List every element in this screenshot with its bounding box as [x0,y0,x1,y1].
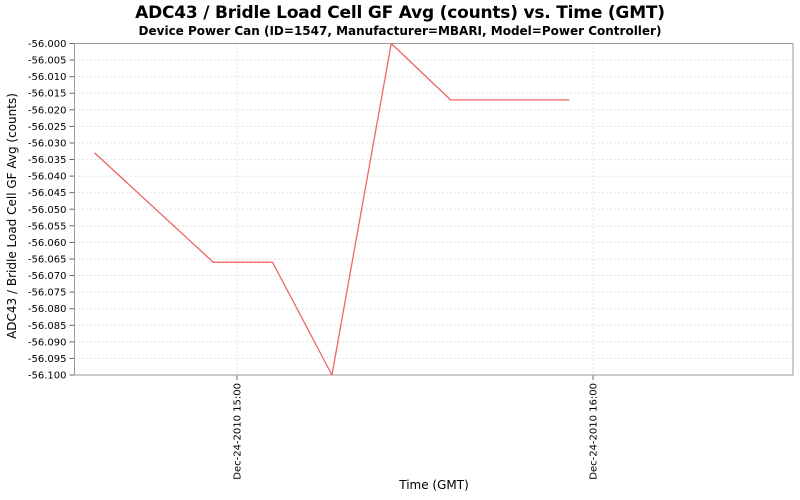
y-tick-label: -56.005 [28,56,67,67]
y-tick-label: -56.085 [28,321,67,332]
y-tick-label: -56.070 [28,271,67,282]
y-tick-label: -56.095 [28,354,67,365]
y-tick-label: -56.065 [28,254,67,265]
y-tick-label: -56.055 [28,221,67,232]
x-tick-label: Dec-24-2010 16:00 [589,383,600,480]
y-tick-label: -56.025 [28,122,67,133]
y-tick-label: -56.090 [28,337,67,348]
y-tick-label: -56.045 [28,188,67,199]
chart-title: ADC43 / Bridle Load Cell GF Avg (counts)… [135,3,665,23]
y-tick-label: -56.060 [28,238,67,249]
y-tick-label: -56.050 [28,205,67,216]
y-tick-label: -56.080 [28,304,67,315]
y-tick-label: -56.015 [28,89,67,100]
series-line [94,42,570,376]
y-tick-label: -56.030 [28,138,67,149]
y-tick-label: -56.040 [28,172,67,183]
y-tick-label: -56.000 [28,39,67,50]
x-axis-title: Time (GMT) [399,478,469,492]
y-tick-label: -56.010 [28,72,67,83]
plot-border [74,43,794,376]
y-tick-label: -56.100 [28,371,67,382]
y-tick-label: -56.020 [28,105,67,116]
y-tick-label: -56.035 [28,155,67,166]
x-tick-label: Dec-24-2010 15:00 [233,383,244,480]
chart-subtitle: Device Power Can (ID=1547, Manufacturer=… [138,24,662,38]
y-tick-label: -56.075 [28,288,67,299]
